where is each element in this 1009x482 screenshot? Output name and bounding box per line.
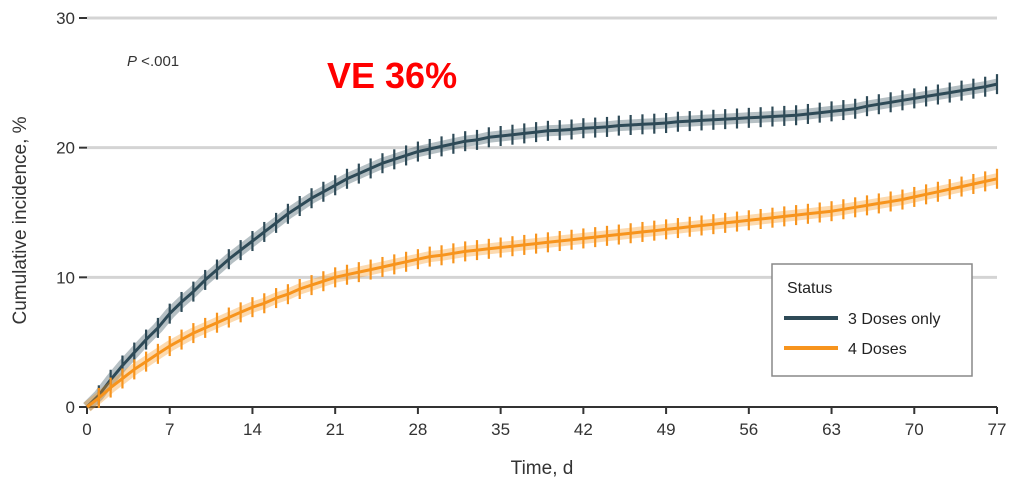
line-3-doses-only [85,82,998,409]
x-tick-label-0: 0 [82,420,91,439]
y-ticks: 0 10 20 30 [56,9,87,417]
x-tick-label-35: 35 [491,420,510,439]
p-value-annotation: P <.001 [127,53,179,70]
p-value-italic: P [127,53,137,70]
p-value-rest: <.001 [137,53,179,70]
legend-box [771,263,973,377]
y-tick-label-10: 10 [56,268,75,287]
series-layer [83,74,999,412]
x-ticks: 0 7 14 21 28 35 42 49 56 63 70 77 [82,407,1006,439]
y-tick-label-30: 30 [56,9,75,28]
x-tick-label-63: 63 [822,420,841,439]
x-tick-label-49: 49 [657,420,676,439]
x-tick-label-7: 7 [165,420,174,439]
x-tick-label-77: 77 [988,420,1007,439]
x-tick-label-70: 70 [905,420,924,439]
legend-label-3-doses-only: 3 Doses only [848,311,941,328]
line-4-doses [86,177,998,409]
x-axis-label: Time, d [511,458,574,479]
y-axis-label: Cumulative incidence, % [10,116,31,324]
ve-annotation: VE 36% [327,55,457,96]
y-tick-label-20: 20 [56,139,75,158]
y-tick-label-0: 0 [66,398,75,417]
x-tick-label-14: 14 [243,420,262,439]
series-4-doses [83,168,999,412]
x-tick-label-21: 21 [326,420,345,439]
x-tick-label-28: 28 [408,420,427,439]
legend-label-4-doses: 4 Doses [848,341,907,358]
x-tick-label-56: 56 [739,420,758,439]
x-tick-label-42: 42 [574,420,593,439]
legend: Status 3 Doses only 4 Doses [771,263,973,377]
legend-title: Status [787,280,832,297]
